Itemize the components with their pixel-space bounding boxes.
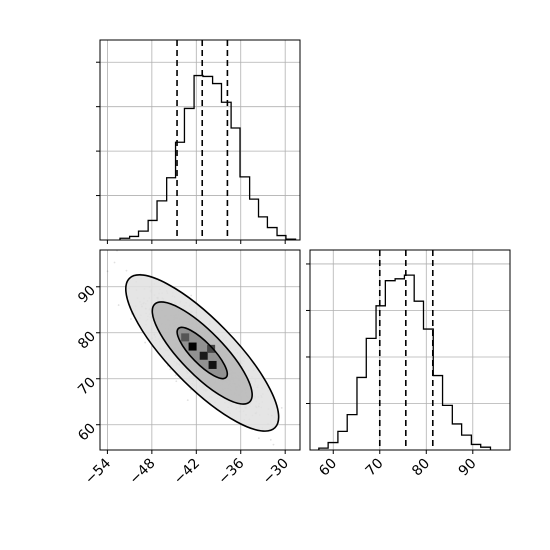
density-cell	[181, 333, 190, 342]
scatter-point	[186, 399, 189, 402]
density-cell	[207, 344, 216, 353]
axes-frame	[99, 39, 301, 241]
scatter-point	[144, 341, 147, 344]
hist-right-step	[318, 274, 492, 450]
scatter-point	[189, 388, 192, 391]
scatter-point	[117, 304, 120, 306]
scatter-point	[280, 407, 283, 409]
contour-line	[151, 301, 253, 405]
scatter-point	[272, 443, 275, 446]
scatter-point	[175, 380, 178, 383]
density-cell	[199, 351, 208, 360]
scatter-point	[169, 368, 172, 371]
scatter-point	[125, 269, 128, 272]
scatter-content	[106, 250, 283, 446]
hist-top-panel	[96, 39, 301, 244]
contour-line	[124, 274, 280, 432]
scatter-point	[106, 270, 109, 273]
hist-right-panel: 60 70 80 90	[306, 249, 511, 479]
scatter-point	[257, 437, 260, 440]
axes-frame	[309, 249, 511, 451]
scatter-point	[190, 294, 193, 297]
scatter-point	[174, 374, 177, 377]
density-cell	[188, 342, 197, 351]
scatter-point	[269, 438, 272, 441]
scatter-point	[113, 261, 116, 264]
axes-frame	[99, 249, 301, 451]
hist-top-step	[119, 74, 297, 240]
density-cell	[208, 360, 217, 369]
scatter-point	[130, 318, 132, 320]
contour-line	[176, 326, 229, 380]
